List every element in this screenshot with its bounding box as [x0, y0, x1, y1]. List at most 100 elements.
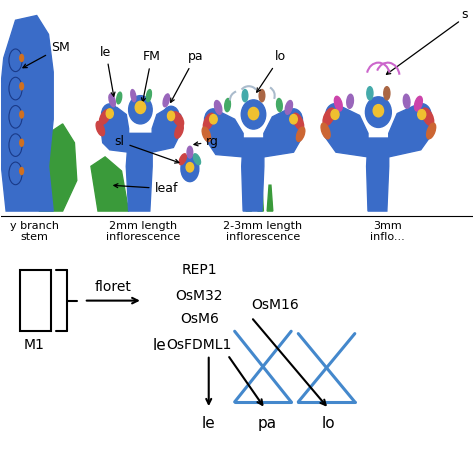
Ellipse shape: [135, 101, 146, 114]
Polygon shape: [324, 108, 368, 157]
Ellipse shape: [128, 96, 152, 124]
Ellipse shape: [276, 99, 283, 112]
Polygon shape: [264, 110, 303, 157]
Text: floret: floret: [95, 281, 131, 294]
Ellipse shape: [173, 112, 183, 127]
Ellipse shape: [284, 109, 302, 131]
Text: y branch
stem: y branch stem: [10, 220, 59, 242]
Polygon shape: [246, 181, 252, 211]
Text: lo: lo: [322, 416, 336, 431]
Ellipse shape: [96, 121, 105, 136]
Ellipse shape: [427, 123, 436, 139]
Ellipse shape: [9, 77, 22, 100]
Text: pa: pa: [258, 416, 277, 431]
Ellipse shape: [106, 109, 113, 118]
Ellipse shape: [9, 49, 22, 72]
Ellipse shape: [9, 134, 22, 156]
Ellipse shape: [418, 109, 426, 119]
Ellipse shape: [187, 146, 193, 158]
Ellipse shape: [321, 123, 330, 139]
Ellipse shape: [323, 108, 335, 126]
Polygon shape: [0, 16, 53, 211]
Ellipse shape: [296, 127, 305, 141]
Ellipse shape: [225, 99, 230, 112]
Ellipse shape: [384, 87, 390, 100]
Ellipse shape: [117, 92, 122, 104]
Ellipse shape: [334, 96, 342, 111]
Ellipse shape: [293, 113, 304, 130]
Ellipse shape: [326, 104, 345, 127]
Ellipse shape: [100, 109, 110, 124]
Text: leaf: leaf: [114, 182, 178, 195]
Ellipse shape: [367, 87, 373, 100]
Ellipse shape: [19, 138, 24, 147]
Ellipse shape: [365, 97, 392, 128]
Text: 2-3mm length
inflorescence: 2-3mm length inflorescence: [223, 220, 302, 242]
Ellipse shape: [19, 82, 24, 91]
Ellipse shape: [181, 156, 199, 182]
Text: s: s: [461, 8, 467, 21]
Text: OsM16: OsM16: [251, 298, 299, 312]
Ellipse shape: [19, 54, 24, 62]
Polygon shape: [366, 138, 389, 211]
Polygon shape: [242, 138, 264, 211]
Text: 2mm length
inflorescence: 2mm length inflorescence: [106, 220, 180, 242]
Text: 3mm
inflo...: 3mm inflo...: [370, 220, 405, 242]
Ellipse shape: [193, 154, 201, 165]
Polygon shape: [91, 157, 128, 211]
Polygon shape: [258, 178, 264, 211]
Ellipse shape: [204, 109, 222, 131]
Ellipse shape: [422, 108, 434, 126]
Text: REP1: REP1: [182, 263, 217, 277]
Polygon shape: [39, 124, 77, 211]
Text: sl: sl: [115, 135, 179, 163]
Ellipse shape: [290, 115, 297, 124]
Ellipse shape: [19, 110, 24, 118]
Ellipse shape: [186, 163, 194, 172]
Polygon shape: [389, 106, 433, 157]
Ellipse shape: [9, 106, 22, 128]
Ellipse shape: [259, 90, 265, 102]
Text: OsFDML1: OsFDML1: [167, 338, 232, 352]
Text: FM: FM: [142, 50, 161, 102]
Ellipse shape: [131, 90, 136, 102]
Ellipse shape: [203, 113, 214, 130]
Ellipse shape: [19, 167, 24, 175]
Ellipse shape: [109, 94, 115, 107]
Text: le: le: [152, 338, 166, 353]
Text: SM: SM: [23, 41, 70, 68]
Ellipse shape: [347, 94, 354, 109]
Ellipse shape: [241, 100, 266, 129]
Polygon shape: [267, 185, 273, 211]
Ellipse shape: [214, 100, 222, 114]
Ellipse shape: [373, 105, 383, 117]
Ellipse shape: [146, 90, 151, 102]
Ellipse shape: [403, 94, 410, 109]
Ellipse shape: [179, 154, 186, 165]
Polygon shape: [152, 108, 183, 152]
Ellipse shape: [210, 115, 217, 124]
Ellipse shape: [167, 111, 174, 120]
Ellipse shape: [248, 108, 259, 119]
FancyBboxPatch shape: [20, 270, 51, 331]
Ellipse shape: [331, 109, 339, 119]
Text: lo: lo: [257, 50, 286, 92]
Text: rg: rg: [194, 135, 219, 148]
Ellipse shape: [202, 127, 210, 141]
Text: pa: pa: [171, 50, 203, 102]
Ellipse shape: [101, 104, 118, 125]
Polygon shape: [100, 108, 128, 152]
Ellipse shape: [414, 96, 422, 111]
Polygon shape: [206, 112, 243, 157]
Ellipse shape: [285, 100, 292, 114]
Polygon shape: [126, 133, 152, 211]
Ellipse shape: [412, 104, 431, 127]
Text: M1: M1: [24, 338, 45, 352]
Ellipse shape: [9, 162, 22, 185]
Text: le: le: [100, 46, 115, 96]
Text: OsM6: OsM6: [180, 312, 219, 327]
Ellipse shape: [175, 124, 183, 138]
Text: le: le: [202, 416, 216, 431]
Ellipse shape: [163, 94, 170, 107]
Text: OsM32: OsM32: [175, 289, 223, 303]
